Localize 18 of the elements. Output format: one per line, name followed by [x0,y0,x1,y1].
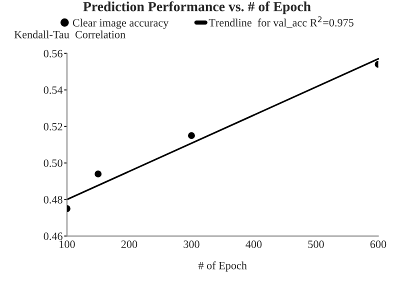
legend-label: Clear image accuracy [72,18,169,29]
y-tick-label: 0.48 [44,196,62,204]
y-tick-label: 0.46 [44,232,62,240]
x-tick-label: 500 [308,240,324,248]
legend-label: Trendline for val_acc R$^{2}$=0.975 [208,16,354,28]
x-tick-label: 300 [184,240,200,248]
x-tick-label: 200 [121,240,138,248]
y-tick-label: 0.52 [44,122,62,130]
y-axis-title: Kendall-Tau Correlation [14,30,126,38]
y-tick-label: 0.54 [44,86,63,94]
x-tick-label: 600 [370,240,386,248]
point [188,132,195,140]
chart-title: Prediction Performance vs. # of Epoch [83,1,311,14]
y-tick-label: 0.50 [44,159,62,167]
x-axis-title: # of Epoch [198,261,247,272]
y-tick-label: 0.56 [44,50,62,58]
x-tick-label: 100 [60,240,75,248]
x-tick-label: 400 [246,240,262,248]
